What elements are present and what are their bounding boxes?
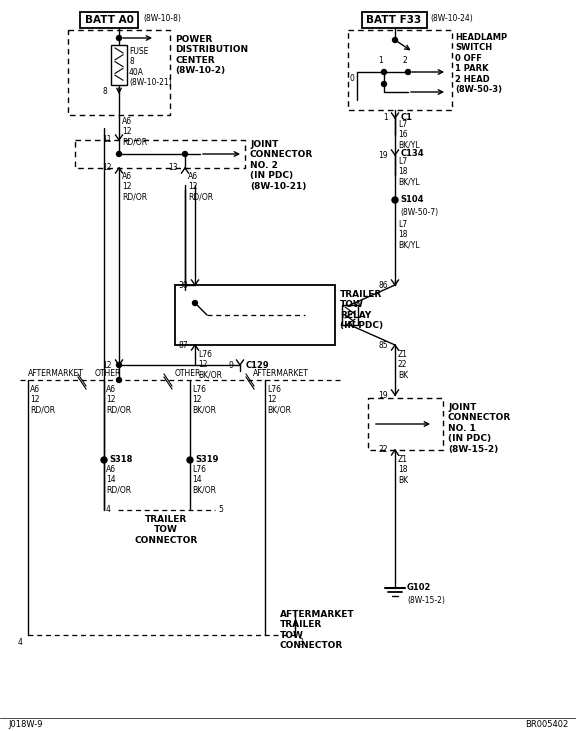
- Circle shape: [116, 377, 122, 382]
- Text: 1: 1: [378, 56, 384, 65]
- Text: J018W-9: J018W-9: [8, 720, 43, 729]
- Text: L7
16
BK/YL: L7 16 BK/YL: [398, 120, 420, 150]
- Text: L76
14
BK/OR: L76 14 BK/OR: [192, 465, 216, 495]
- Text: L7
18
BK/YL: L7 18 BK/YL: [398, 157, 420, 187]
- Text: OTHER: OTHER: [175, 369, 202, 378]
- Text: C129: C129: [246, 360, 270, 369]
- Text: 11: 11: [103, 135, 112, 145]
- Text: S104: S104: [400, 195, 423, 205]
- Text: 5: 5: [218, 506, 223, 515]
- Text: 19: 19: [378, 151, 388, 159]
- Circle shape: [116, 363, 122, 368]
- Text: 4: 4: [18, 638, 23, 647]
- Bar: [342, 305, 358, 325]
- Circle shape: [192, 300, 198, 306]
- Circle shape: [381, 81, 386, 86]
- Text: L76
12
BK/OR: L76 12 BK/OR: [267, 385, 291, 414]
- Text: 12: 12: [103, 164, 112, 173]
- Text: 30: 30: [178, 281, 188, 289]
- Bar: [368, 398, 443, 450]
- Text: S319: S319: [195, 455, 218, 464]
- Text: L76
12
BK/OR: L76 12 BK/OR: [192, 385, 216, 414]
- Text: 4: 4: [105, 506, 110, 515]
- Text: L7
18
BK/YL: L7 18 BK/YL: [398, 220, 420, 250]
- Text: 0: 0: [349, 74, 354, 83]
- Bar: [68, 30, 170, 115]
- Text: JOINT
CONNECTOR
NO. 2
(IN PDC)
(8W-10-21): JOINT CONNECTOR NO. 2 (IN PDC) (8W-10-21…: [250, 140, 313, 191]
- Text: AFTERMARKET: AFTERMARKET: [28, 369, 84, 378]
- Text: 13: 13: [168, 164, 178, 173]
- Text: 86: 86: [378, 281, 388, 289]
- Text: L76
12
BK/OR: L76 12 BK/OR: [198, 350, 222, 380]
- Text: Z1
18
BK: Z1 18 BK: [398, 455, 408, 485]
- Bar: [75, 140, 245, 168]
- Text: TRAILER
TOW
RELAY
(IN PDC): TRAILER TOW RELAY (IN PDC): [340, 290, 383, 330]
- Bar: [362, 12, 427, 28]
- Text: 2: 2: [403, 56, 407, 65]
- Text: 3: 3: [298, 638, 303, 647]
- Text: Z1
22
BK: Z1 22 BK: [398, 350, 408, 380]
- Circle shape: [183, 151, 188, 156]
- Text: S318: S318: [109, 455, 132, 464]
- Circle shape: [381, 69, 386, 75]
- Circle shape: [187, 457, 193, 463]
- Text: BATT A0: BATT A0: [85, 15, 134, 25]
- Text: FUSE
8
40A
(8W-10-21): FUSE 8 40A (8W-10-21): [129, 47, 172, 87]
- Circle shape: [392, 197, 398, 203]
- Text: POWER
DISTRIBUTION
CENTER
(8W-10-2): POWER DISTRIBUTION CENTER (8W-10-2): [175, 35, 248, 75]
- Text: G102: G102: [407, 583, 431, 593]
- Text: OTHER: OTHER: [95, 369, 122, 378]
- Text: 87: 87: [179, 341, 188, 349]
- Text: HEADLAMP
SWITCH
0 OFF
1 PARK
2 HEAD
(8W-50-3): HEADLAMP SWITCH 0 OFF 1 PARK 2 HEAD (8W-…: [455, 33, 507, 94]
- Text: A6
12
RD/OR: A6 12 RD/OR: [30, 385, 55, 414]
- Text: A6
12
RD/OR: A6 12 RD/OR: [188, 172, 213, 202]
- Text: BATT F33: BATT F33: [366, 15, 422, 25]
- Text: 9: 9: [228, 360, 233, 369]
- Text: (8W-15-2): (8W-15-2): [407, 596, 445, 605]
- Text: A6
12
RD/OR: A6 12 RD/OR: [122, 172, 147, 202]
- Text: 8: 8: [103, 86, 107, 96]
- Bar: [80, 12, 138, 28]
- Text: (8W-50-7): (8W-50-7): [400, 208, 438, 217]
- Bar: [111, 45, 127, 85]
- Text: TRAILER
TOW
CONNECTOR: TRAILER TOW CONNECTOR: [134, 515, 198, 545]
- Circle shape: [406, 69, 411, 75]
- Text: C1: C1: [401, 113, 413, 121]
- Text: 85: 85: [378, 341, 388, 349]
- Text: A6
12
RD/OR: A6 12 RD/OR: [122, 117, 147, 147]
- Circle shape: [116, 36, 122, 40]
- Text: C134: C134: [401, 150, 425, 159]
- Text: AFTERMARKET
TRAILER
TOW
CONNECTOR: AFTERMARKET TRAILER TOW CONNECTOR: [280, 610, 355, 650]
- Text: 22: 22: [378, 445, 388, 455]
- Circle shape: [101, 457, 107, 463]
- Text: JOINT
CONNECTOR
NO. 1
(IN PDC)
(8W-15-2): JOINT CONNECTOR NO. 1 (IN PDC) (8W-15-2): [448, 403, 511, 454]
- Text: (8W-10-8): (8W-10-8): [143, 14, 181, 23]
- Text: 1: 1: [383, 113, 388, 123]
- Bar: [348, 30, 452, 110]
- Text: AFTERMARKET: AFTERMARKET: [253, 369, 309, 378]
- Text: A6
12
RD/OR: A6 12 RD/OR: [106, 385, 131, 414]
- Text: (8W-10-24): (8W-10-24): [430, 14, 473, 23]
- Bar: [175, 285, 335, 345]
- Text: 19: 19: [378, 390, 388, 400]
- Text: BR005402: BR005402: [525, 720, 568, 729]
- Circle shape: [392, 37, 397, 42]
- Text: A6
14
RD/OR: A6 14 RD/OR: [106, 465, 131, 495]
- Text: 12: 12: [103, 360, 112, 369]
- Circle shape: [116, 151, 122, 156]
